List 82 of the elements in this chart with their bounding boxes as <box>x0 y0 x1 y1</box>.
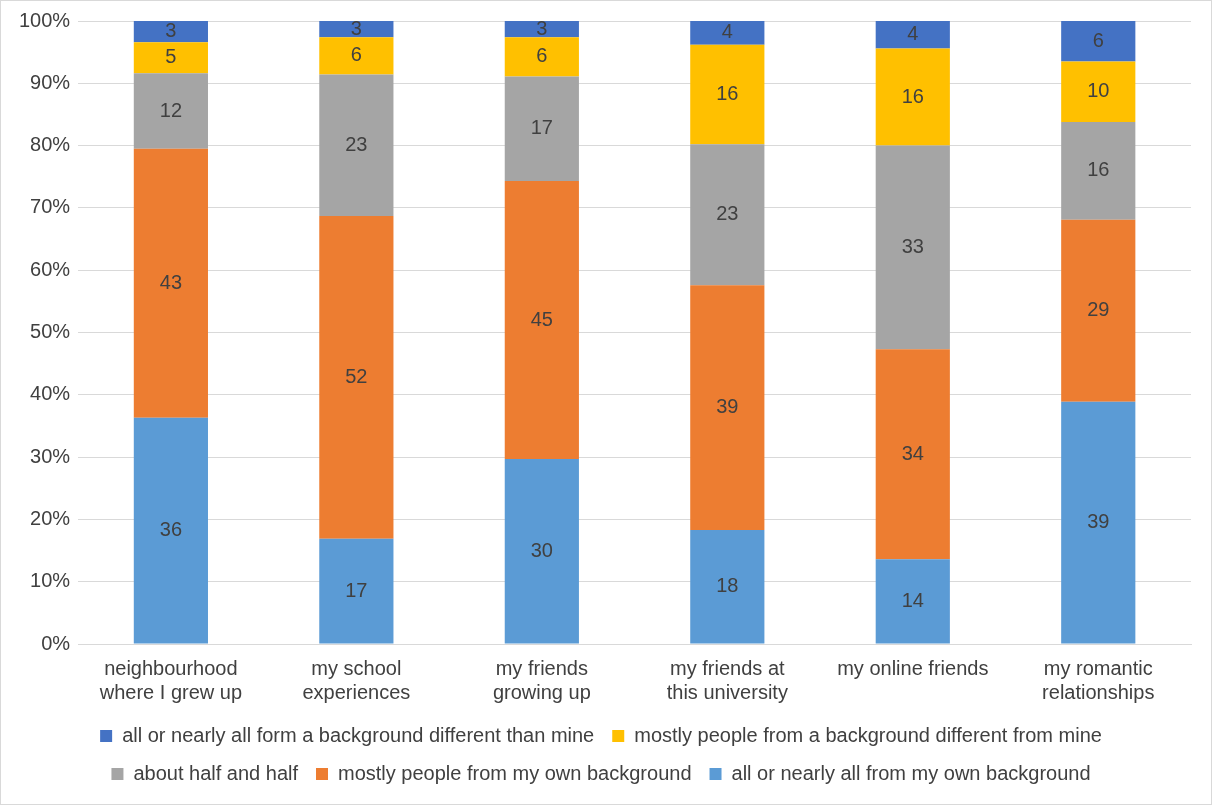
bar <box>133 417 208 644</box>
data-label: 16 <box>901 84 924 107</box>
bar <box>504 76 579 182</box>
legend-label: mostly people from my own background <box>338 761 692 784</box>
bar <box>504 458 579 644</box>
y-tick-label: 40% <box>30 382 71 405</box>
bar <box>319 216 394 539</box>
data-label: 33 <box>901 234 924 257</box>
y-tick-label: 90% <box>30 70 71 93</box>
data-label: 30 <box>530 538 553 561</box>
data-label: 34 <box>901 441 924 464</box>
data-label: 39 <box>1087 510 1110 533</box>
bar <box>504 181 579 459</box>
data-label: 16 <box>716 82 739 105</box>
data-label: 3 <box>350 16 362 39</box>
data-label: 10 <box>1087 79 1110 102</box>
bar <box>875 145 950 350</box>
y-tick-label: 10% <box>30 569 71 592</box>
data-label: 3 <box>536 16 548 39</box>
bar <box>690 144 765 286</box>
data-label: 16 <box>1087 158 1110 181</box>
bar <box>690 285 765 530</box>
data-label: 4 <box>721 20 733 43</box>
bar <box>319 74 394 216</box>
data-label: 17 <box>345 578 368 601</box>
bar <box>133 42 208 74</box>
y-tick-label: 20% <box>30 506 71 529</box>
data-label: 5 <box>165 45 177 68</box>
data-label: 45 <box>530 307 553 330</box>
bar <box>1061 61 1136 122</box>
bar <box>1061 21 1136 62</box>
y-tick-label: 100% <box>19 8 71 31</box>
bar <box>690 44 765 145</box>
data-label: 23 <box>345 132 368 155</box>
data-label: 29 <box>1087 298 1110 321</box>
bar <box>319 21 394 38</box>
bar <box>1061 401 1136 644</box>
bar <box>875 48 950 146</box>
y-tick-label: 60% <box>30 257 71 280</box>
data-label: 12 <box>159 98 183 121</box>
bar <box>133 148 208 418</box>
data-label: 52 <box>345 364 368 387</box>
data-label: 18 <box>716 574 739 597</box>
y-tick-label: 50% <box>30 320 71 343</box>
data-label: 6 <box>350 43 362 66</box>
x-tick-label: neighbourhood where I grew up <box>98 656 243 703</box>
bar <box>875 349 950 560</box>
bar <box>1061 121 1136 220</box>
bar <box>504 21 579 38</box>
x-tick-label: my online friends <box>837 656 989 679</box>
x-tick-label: my school experiences <box>302 656 411 703</box>
bar <box>690 21 765 45</box>
legend-label: mostly people from a background different from mine <box>634 723 1102 746</box>
y-tick-label: 70% <box>30 195 71 218</box>
bar <box>875 559 950 644</box>
data-label: 6 <box>536 44 548 67</box>
y-tick-label: 80% <box>30 133 71 156</box>
bar <box>133 21 208 43</box>
bar <box>133 73 208 149</box>
data-label: 43 <box>159 270 183 293</box>
data-label: 6 <box>1092 28 1104 51</box>
bar <box>504 37 579 77</box>
legend-label: all or nearly all from my own background <box>731 761 1091 784</box>
data-label: 14 <box>901 588 924 611</box>
bar <box>319 37 394 75</box>
legend-label: all or nearly all form a background different than mine <box>122 723 595 746</box>
x-tick-label: my romantic relationships <box>1042 656 1155 703</box>
x-tick-label: my friends at this university <box>666 656 788 703</box>
data-label: 17 <box>530 116 553 139</box>
data-label: 3 <box>165 19 177 42</box>
bar <box>875 21 950 49</box>
bar <box>690 529 765 644</box>
x-tick-label: my friends growing up <box>492 656 591 703</box>
legend-label: about half and half <box>133 761 299 784</box>
bar <box>1061 219 1136 402</box>
data-label: 23 <box>716 202 739 225</box>
y-tick-label: 0% <box>41 631 71 654</box>
y-tick-label: 30% <box>30 444 71 467</box>
data-label: 4 <box>907 22 919 45</box>
bar <box>319 538 394 644</box>
data-label: 36 <box>159 518 183 541</box>
data-label: 39 <box>716 395 739 418</box>
